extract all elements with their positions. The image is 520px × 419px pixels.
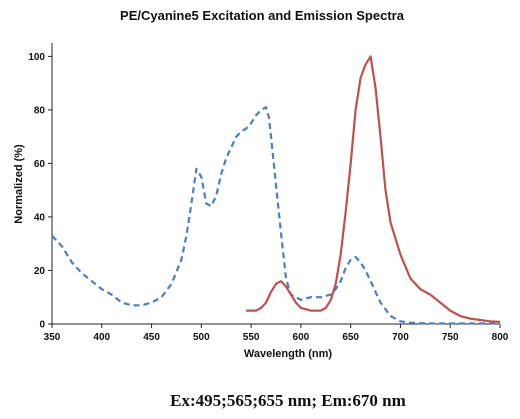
x-tick-label: 450 <box>143 332 160 343</box>
excitation-series-line <box>51 106 500 325</box>
chart-title: PE/Cyanine5 Excitation and Emission Spec… <box>120 8 405 23</box>
x-tick-label: 600 <box>293 332 310 343</box>
x-tick-label: 800 <box>492 332 509 343</box>
x-tick-label: 700 <box>392 332 409 343</box>
spectra-caption: Ex:495;565;655 nm; Em:670 nm <box>170 391 406 410</box>
x-tick-label: 650 <box>342 332 359 343</box>
y-tick-label: 40 <box>34 212 46 223</box>
y-tick-label: 60 <box>34 159 46 170</box>
x-axis-label: Wavelength (nm) <box>244 348 333 360</box>
series-layer <box>51 55 501 325</box>
x-tick-label: 400 <box>93 332 110 343</box>
y-axis-label: Normalized (%) <box>13 144 25 224</box>
x-tick-label: 750 <box>442 332 459 343</box>
plot-area <box>51 43 500 325</box>
y-tick-label: 20 <box>34 266 46 277</box>
y-axis-ticks: 0 20 40 60 80 100 <box>28 52 52 331</box>
y-tick-label: 0 <box>39 320 45 331</box>
x-tick-label: 550 <box>243 332 260 343</box>
emission-series-line <box>246 55 501 323</box>
x-tick-label: 500 <box>193 332 210 343</box>
y-tick-label: 80 <box>34 105 46 116</box>
y-tick-label: 100 <box>28 52 45 63</box>
x-axis-ticks: 350 400 450 500 550 600 650 700 750 800 <box>44 324 509 343</box>
x-tick-label: 350 <box>44 332 61 343</box>
